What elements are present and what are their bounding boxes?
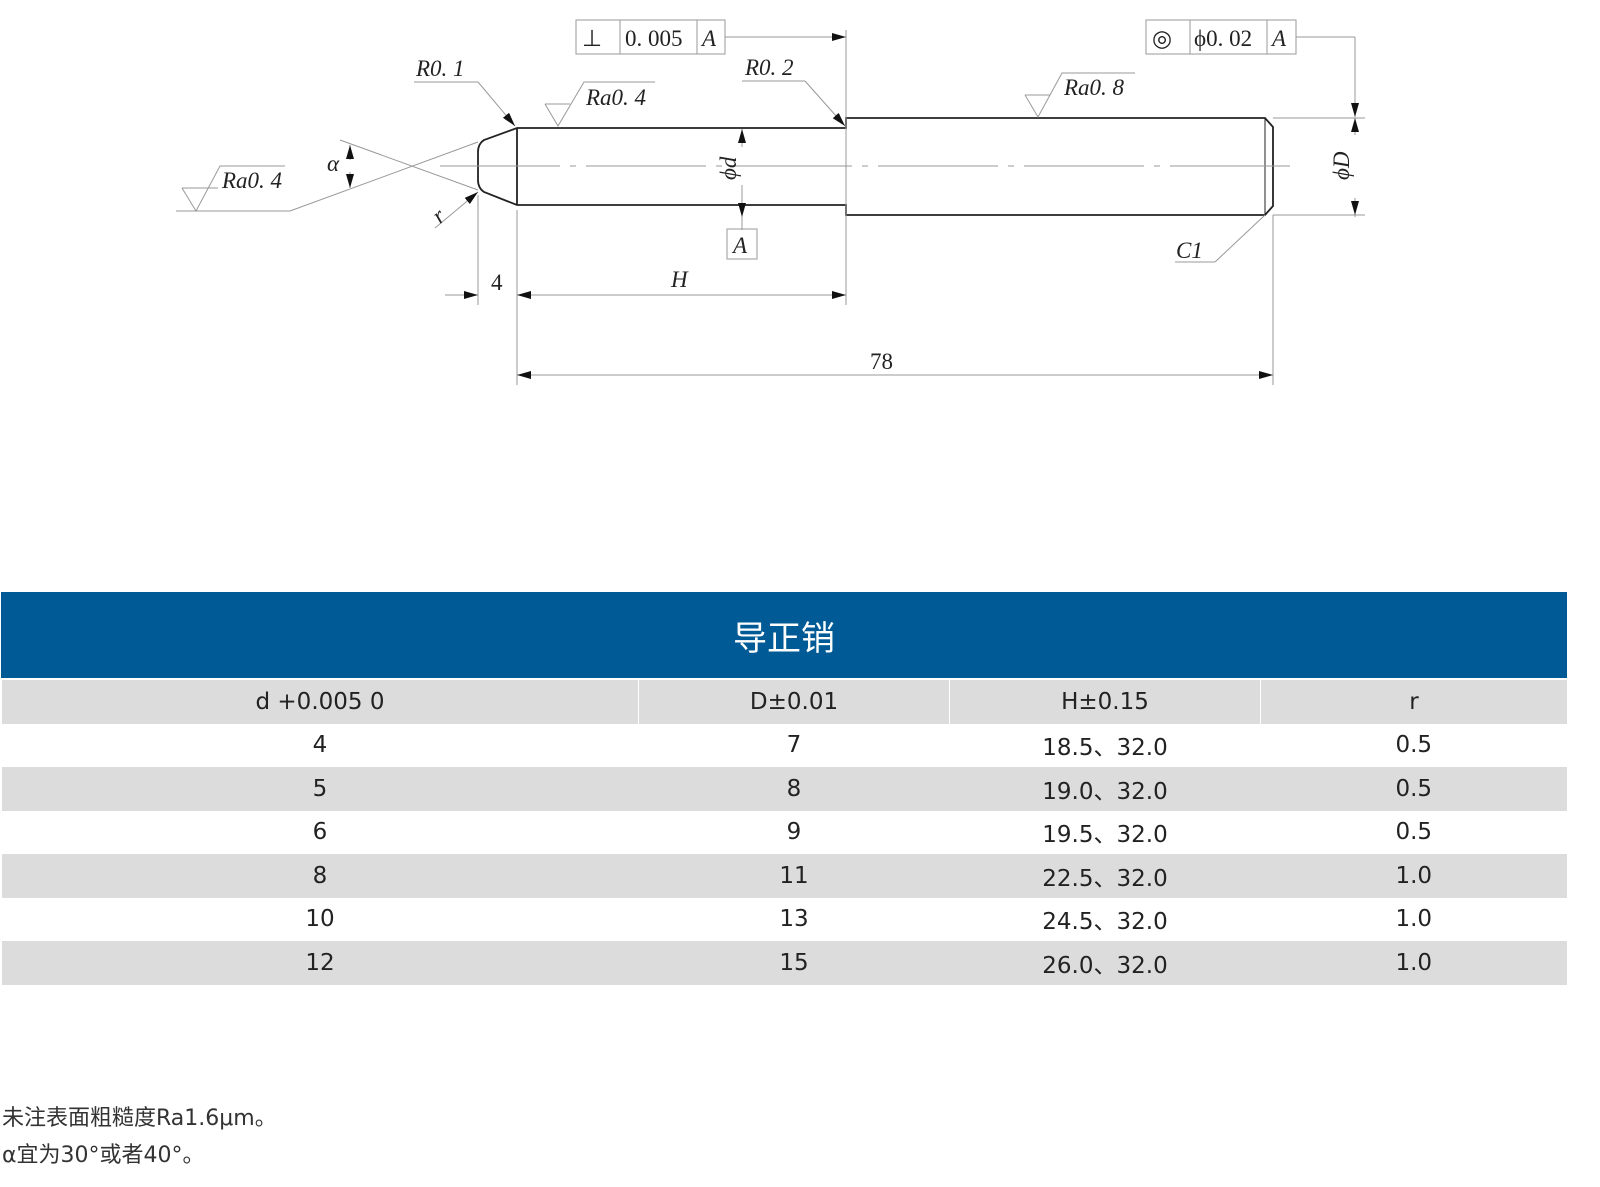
label-r02: R0. 2 — [744, 55, 794, 80]
label-phi-D: ϕD — [1329, 151, 1354, 180]
label-c1: C1 — [1176, 238, 1203, 263]
table-cell: 4 — [1, 723, 639, 767]
table-row: 5 8 19.0、32.0 0.5 — [1, 767, 1567, 811]
header-D: D±0.01 — [638, 680, 950, 724]
table-cell: 26.0、32.0 — [949, 941, 1261, 985]
technical-drawing: ⊥ 0. 005 A ◎ ϕ0. 02 A R0. 1 R0. 2 Ra0. 4… — [176, 19, 1365, 385]
table-cell: 9 — [638, 810, 950, 854]
table-cell: 24.5、32.0 — [949, 897, 1261, 941]
table-cell: 1.0 — [1260, 897, 1567, 941]
note-roughness: 未注表面粗糙度Ra1.6μm。 — [2, 1106, 277, 1131]
table-cell: 22.5、32.0 — [949, 854, 1261, 898]
dim-H: H — [670, 267, 689, 292]
table-cell: 7 — [638, 723, 950, 767]
table-cell: 1.0 — [1260, 941, 1567, 985]
concentricity-icon: ◎ — [1152, 26, 1172, 51]
label-ra04-top: Ra0. 4 — [585, 85, 646, 110]
table-cell: 19.5、32.0 — [949, 810, 1261, 854]
datum-a-label: A — [731, 233, 748, 258]
label-alpha: α — [327, 151, 340, 176]
label-phi-d: ϕd — [716, 156, 741, 180]
table-cell: 5 — [1, 767, 639, 811]
spec-table: d +0.005 0 D±0.01 H±0.15 r 4 7 18.5、32.0 0.… — [1, 680, 1567, 985]
table-cell: 12 — [1, 941, 639, 985]
table-cell: 19.0、32.0 — [949, 767, 1261, 811]
table-cell: 13 — [638, 897, 950, 941]
header-d: d +0.005 0 — [1, 680, 639, 724]
header-H: H±0.15 — [949, 680, 1261, 724]
concentricity-datum: A — [1270, 26, 1287, 51]
table-cell: 10 — [1, 897, 639, 941]
table-cell: 0.5 — [1260, 723, 1567, 767]
table-row: 10 13 24.5、32.0 1.0 — [1, 897, 1567, 941]
table-row: 4 7 18.5、32.0 0.5 — [1, 723, 1567, 767]
table-title: 导正销 — [1, 592, 1567, 678]
table-row: 6 9 19.5、32.0 0.5 — [1, 810, 1567, 854]
perpendicularity-icon: ⊥ — [582, 26, 602, 51]
note-alpha: α宜为30°或者40°。 — [2, 1143, 205, 1168]
label-r01: R0. 1 — [415, 56, 465, 81]
label-r: r — [427, 202, 451, 228]
label-ra08: Ra0. 8 — [1063, 75, 1125, 100]
table-cell: 15 — [638, 941, 950, 985]
table-cell: 8 — [1, 854, 639, 898]
table-cell: 1.0 — [1260, 854, 1567, 898]
perpendicularity-datum: A — [700, 26, 717, 51]
dim-78: 78 — [870, 349, 893, 374]
table-cell: 6 — [1, 810, 639, 854]
header-r: r — [1260, 680, 1567, 724]
table-cell: 0.5 — [1260, 767, 1567, 811]
perpendicularity-tolerance: 0. 005 — [625, 26, 683, 51]
construction-lines — [176, 19, 1365, 385]
table-cell: 11 — [638, 854, 950, 898]
dim-4: 4 — [491, 270, 503, 295]
drawing-annotations: ⊥ 0. 005 A ◎ ϕ0. 02 A R0. 1 R0. 2 Ra0. 4… — [221, 26, 1354, 374]
table-row: 12 15 26.0、32.0 1.0 — [1, 941, 1567, 985]
table-cell: 8 — [638, 767, 950, 811]
concentricity-tolerance: ϕ0. 02 — [1194, 26, 1252, 51]
table-row: 8 11 22.5、32.0 1.0 — [1, 854, 1567, 898]
label-ra04-tip: Ra0. 4 — [221, 168, 282, 193]
table-header-row: d +0.005 0 D±0.01 H±0.15 r — [1, 680, 1567, 724]
table-cell: 0.5 — [1260, 810, 1567, 854]
table-cell: 18.5、32.0 — [949, 723, 1261, 767]
